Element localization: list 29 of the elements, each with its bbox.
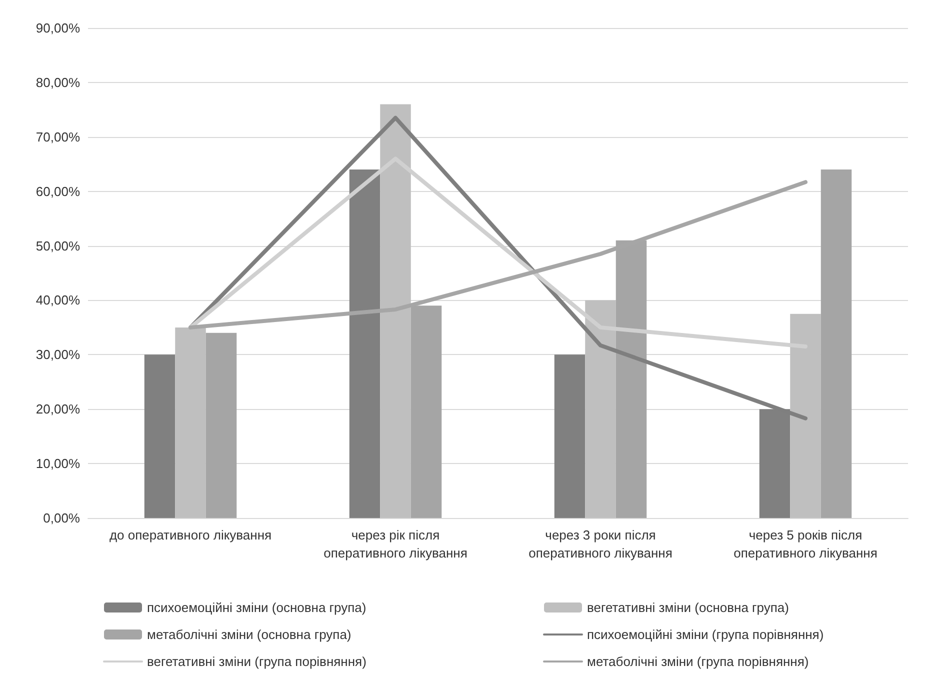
- bar: [349, 170, 380, 518]
- bar: [380, 104, 411, 518]
- x-tick-label: через 5 років після оперативного лікування: [734, 528, 878, 560]
- y-tick-label: 90,00%: [36, 20, 80, 36]
- bar: [554, 354, 586, 518]
- legend-label: метаболічні зміни (група порівняння): [587, 654, 809, 669]
- y-tick-label: 80,00%: [36, 74, 80, 90]
- bar: [144, 354, 176, 518]
- x-tick-label: до оперативного лікування: [109, 528, 272, 542]
- y-tick-label: 10,00%: [36, 456, 80, 472]
- y-tick-label: 30,00%: [36, 347, 80, 362]
- bar: [206, 332, 237, 518]
- x-tick-label: через 3 роки після оперативного лікування: [528, 528, 672, 560]
- y-tick-label: 50,00%: [36, 238, 80, 254]
- y-tick-label: 70,00%: [36, 129, 80, 144]
- bar: [820, 170, 852, 518]
- legend-label: психоемоційні зміни (група порівняння): [587, 627, 824, 642]
- y-tick-label: 0,00%: [43, 510, 80, 526]
- x-tick-label: через рік після оперативного лікування: [324, 528, 468, 560]
- bar: [790, 314, 821, 518]
- legend-label: вегетативні зміни (основна група): [587, 600, 789, 615]
- legend-label: метаболічні зміни (основна група): [147, 627, 352, 642]
- y-tick-label: 60,00%: [36, 184, 80, 199]
- legend-label: вегетативні зміни (група порівняння): [147, 654, 366, 669]
- bar: [175, 327, 206, 518]
- y-tick-label: 40,00%: [36, 292, 80, 308]
- bar: [585, 300, 616, 518]
- legend-label: психоемоційні зміни (основна група): [147, 600, 366, 615]
- y-tick-label: 20,00%: [36, 402, 80, 417]
